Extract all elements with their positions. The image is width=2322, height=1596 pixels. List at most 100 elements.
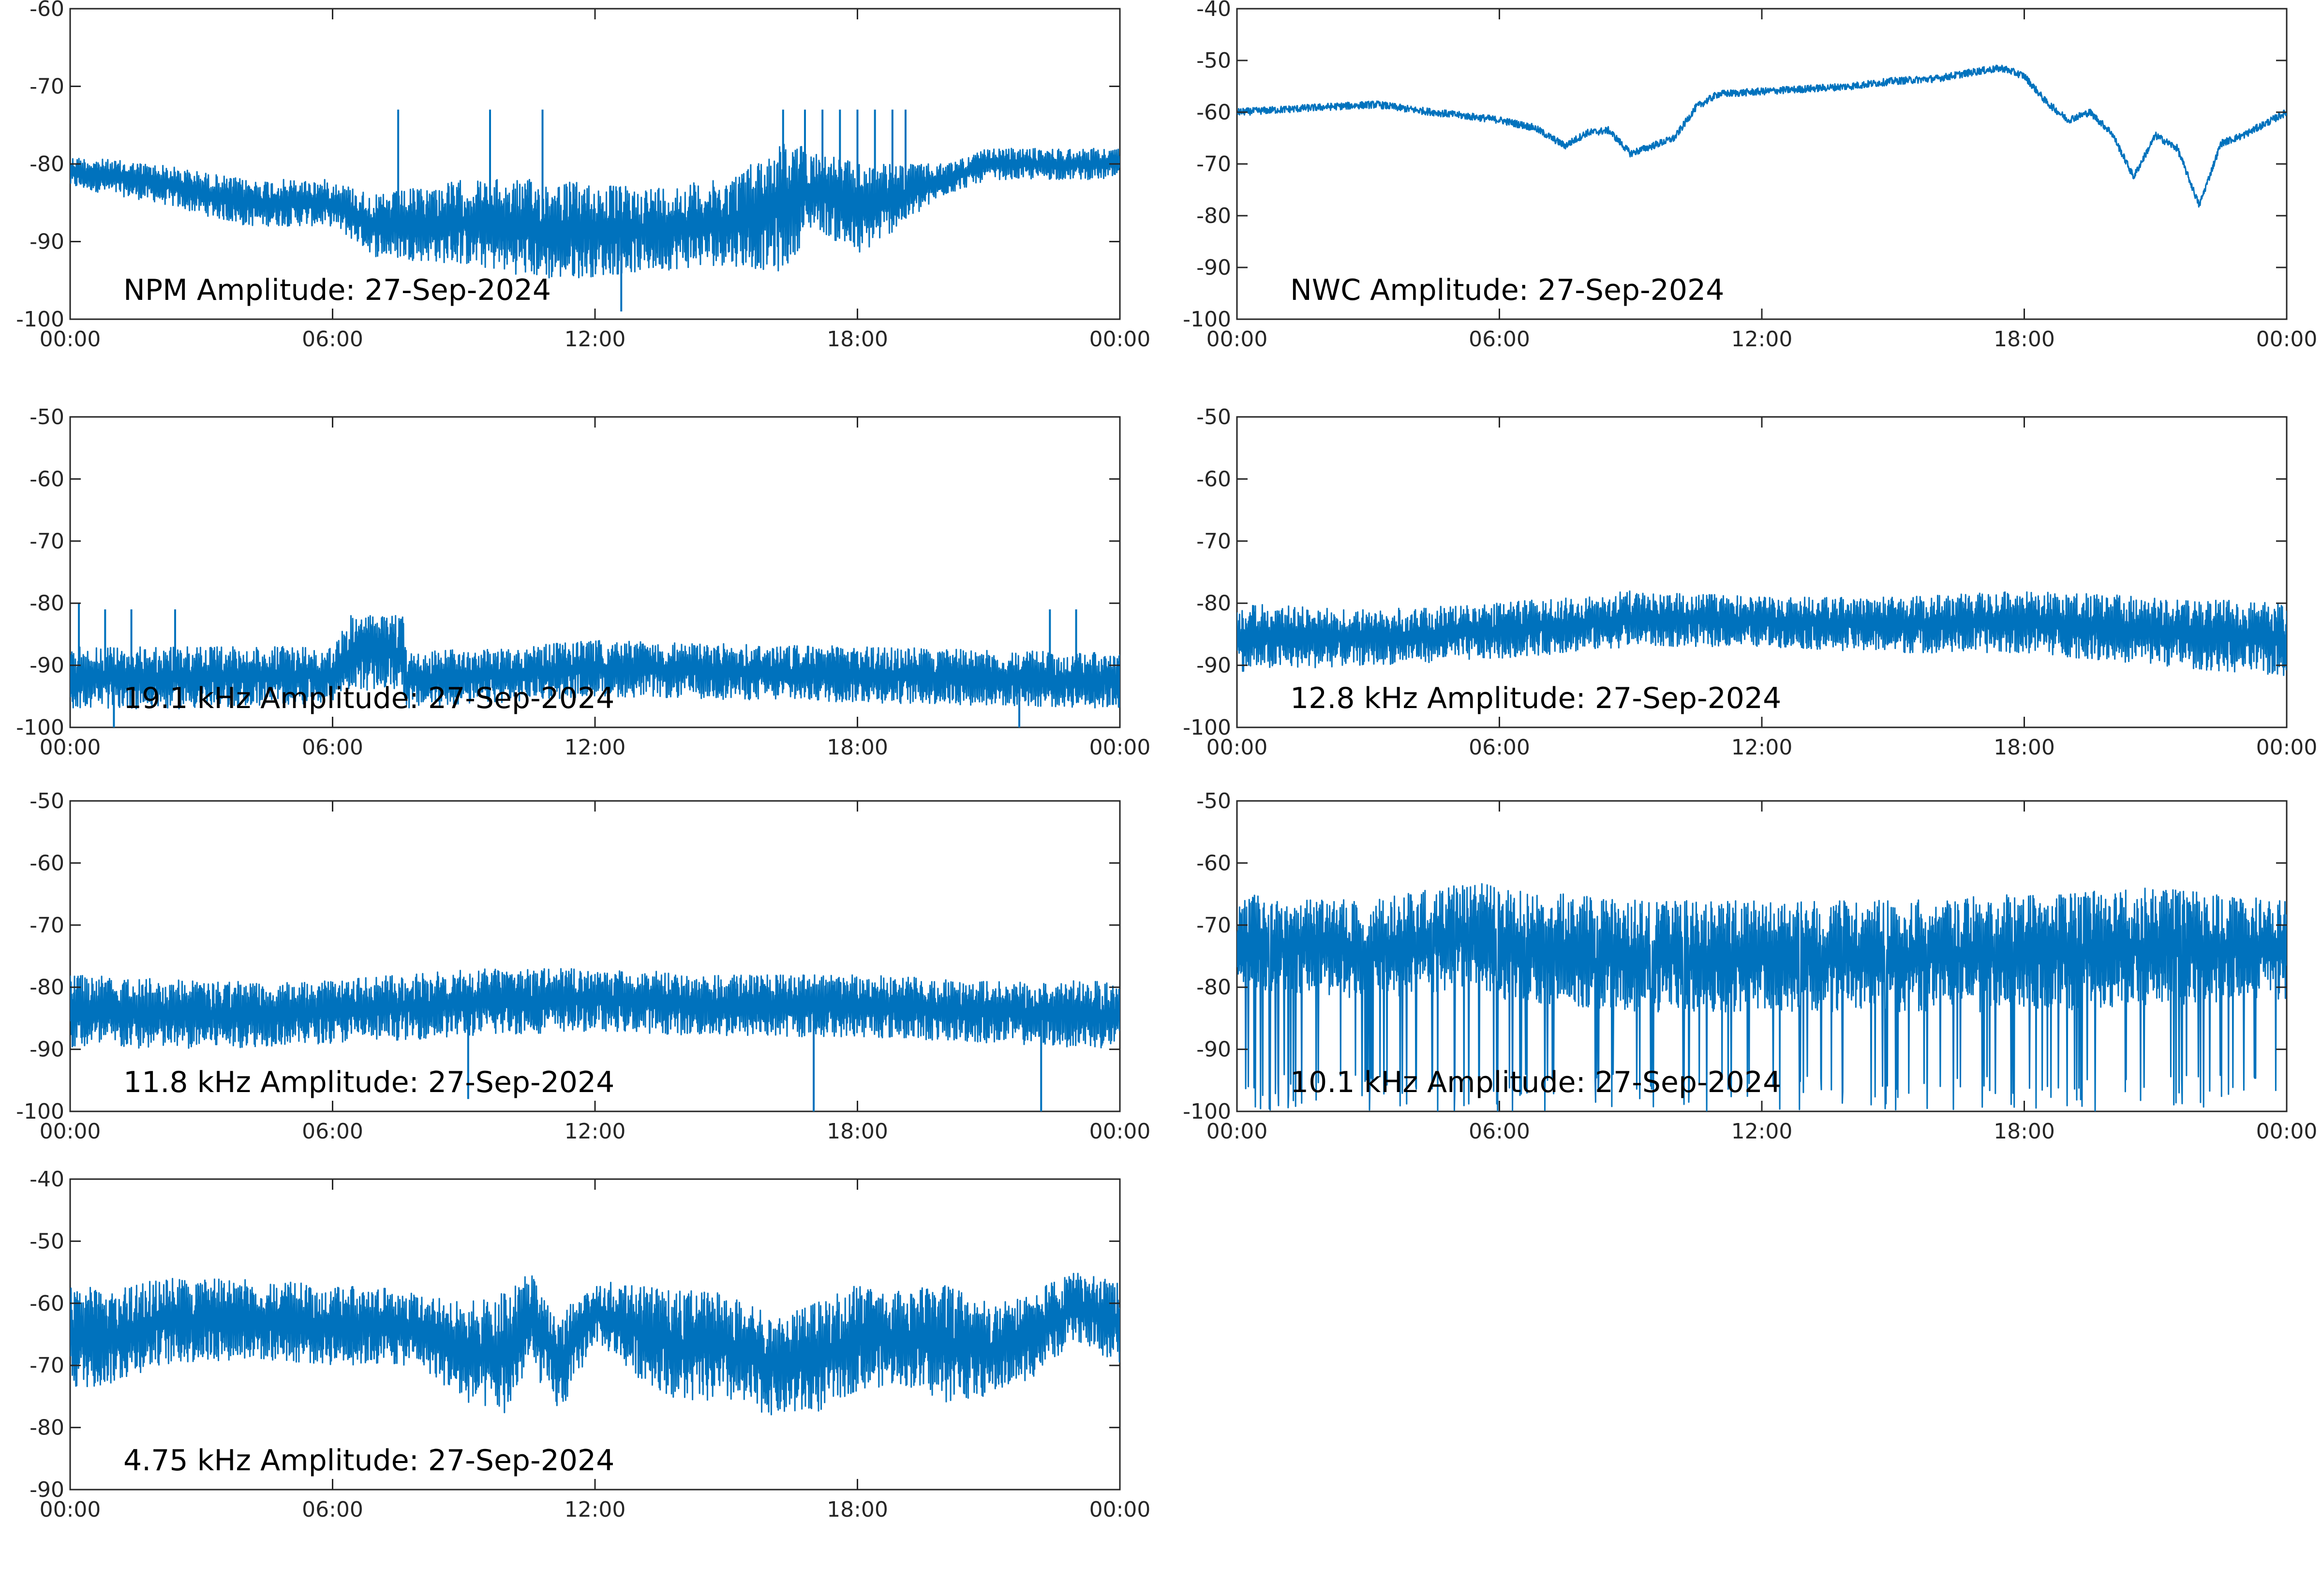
ytick-label-npm-0: -60 (30, 0, 64, 21)
plot-area-k12_8 (1236, 416, 2288, 728)
xtick-label-npm-1: 06:00 (302, 327, 363, 352)
ytick-label-k11_8-2: -70 (30, 913, 64, 938)
xtick-label-nwc-4: 00:00 (2256, 327, 2318, 352)
xtick-label-k4_75-1: 06:00 (302, 1497, 363, 1522)
xtick-label-npm-4: 00:00 (1089, 327, 1151, 352)
ytick-label-k19_1-1: -60 (30, 467, 64, 491)
ytick-label-k10_1-1: -60 (1196, 851, 1231, 875)
ytick-label-npm-3: -90 (30, 230, 64, 254)
ytick-label-k11_8-4: -90 (30, 1037, 64, 1062)
ytick-label-k10_1-0: -50 (1196, 789, 1231, 813)
xtick-label-k19_1-0: 00:00 (40, 735, 101, 760)
ytick-label-nwc-3: -70 (1196, 152, 1231, 177)
panel-title-npm: NPM Amplitude: 27-Sep-2024 (123, 273, 551, 307)
ytick-label-k19_1-4: -90 (30, 653, 64, 678)
panel-nwc: -40 -50 -60 -70 -80 -90 -100 00:00 06:00 12:00 18:… (1183, 0, 2317, 352)
ytick-label-k4_75-5: -90 (30, 1478, 64, 1502)
ytick-label-k4_75-1: -50 (30, 1229, 64, 1254)
ytick-label-nwc-1: -50 (1196, 48, 1231, 73)
xtick-label-k4_75-0: 00:00 (40, 1497, 101, 1522)
ytick-label-k10_1-4: -90 (1196, 1037, 1231, 1062)
ytick-label-k11_8-5: -100 (16, 1099, 64, 1124)
panel-title-k10_1: 10.1 kHz Amplitude: 27-Sep-2024 (1290, 1065, 1781, 1099)
series-trace-nwc (1237, 64, 2287, 208)
ytick-label-nwc-6: -100 (1183, 307, 1231, 332)
xtick-label-k11_8-3: 18:00 (827, 1119, 888, 1144)
xtick-label-npm-0: 00:00 (40, 327, 101, 352)
xtick-label-k10_1-1: 06:00 (1469, 1119, 1530, 1144)
ytick-label-k19_1-5: -100 (16, 715, 64, 740)
panel-title-nwc: NWC Amplitude: 27-Sep-2024 (1290, 273, 1724, 307)
ytick-label-k12_8-5: -100 (1183, 715, 1231, 740)
ytick-label-nwc-2: -60 (1196, 100, 1231, 125)
xtick-label-nwc-2: 12:00 (1731, 327, 1793, 352)
series-trace-npm (70, 144, 1120, 279)
xtick-label-k12_8-3: 18:00 (1994, 735, 2055, 760)
ytick-label-k10_1-2: -70 (1196, 913, 1231, 938)
ytick-label-k19_1-0: -50 (30, 405, 64, 429)
xtick-label-k11_8-1: 06:00 (302, 1119, 363, 1144)
ytick-label-k12_8-3: -80 (1196, 591, 1231, 616)
xtick-label-k11_8-4: 00:00 (1089, 1119, 1151, 1144)
ytick-label-k11_8-1: -60 (30, 851, 64, 875)
xtick-label-k10_1-4: 00:00 (2256, 1119, 2318, 1144)
xtick-label-k11_8-2: 12:00 (565, 1119, 626, 1144)
xtick-label-k19_1-3: 18:00 (827, 735, 888, 760)
ytick-label-nwc-4: -80 (1196, 204, 1231, 228)
ytick-label-nwc-0: -40 (1196, 0, 1231, 21)
ytick-label-k12_8-4: -90 (1196, 653, 1231, 678)
ytick-label-nwc-5: -90 (1196, 255, 1231, 280)
xtick-label-nwc-1: 06:00 (1469, 327, 1530, 352)
xtick-label-k4_75-3: 18:00 (827, 1497, 888, 1522)
xtick-label-k19_1-1: 06:00 (302, 735, 363, 760)
plot-area-k11_8 (69, 800, 1121, 1112)
xtick-label-npm-3: 18:00 (827, 327, 888, 352)
ytick-label-k4_75-2: -60 (30, 1291, 64, 1316)
ytick-label-k12_8-2: -70 (1196, 529, 1231, 554)
xtick-label-k10_1-2: 12:00 (1731, 1119, 1793, 1144)
panel-title-k11_8: 11.8 kHz Amplitude: 27-Sep-2024 (123, 1065, 614, 1099)
series-trace-k10_1 (1237, 883, 2287, 1111)
ytick-label-npm-2: -80 (30, 152, 64, 177)
series-trace-k19_1 (70, 615, 1120, 709)
xtick-label-k4_75-4: 00:00 (1089, 1497, 1151, 1522)
ytick-label-k4_75-3: -70 (30, 1353, 64, 1378)
ytick-label-k12_8-1: -60 (1196, 467, 1231, 491)
ytick-label-k4_75-4: -80 (30, 1416, 64, 1440)
xtick-label-k12_8-0: 00:00 (1206, 735, 1268, 760)
xtick-label-nwc-3: 18:00 (1994, 327, 2055, 352)
panel-title-k12_8: 12.8 kHz Amplitude: 27-Sep-2024 (1290, 681, 1781, 715)
xtick-label-k10_1-0: 00:00 (1206, 1119, 1268, 1144)
xtick-label-k12_8-4: 00:00 (2256, 735, 2318, 760)
ytick-label-k12_8-0: -50 (1196, 405, 1231, 429)
ytick-label-k4_75-0: -40 (30, 1167, 64, 1192)
ytick-label-k11_8-3: -80 (30, 975, 64, 1000)
xtick-label-k12_8-2: 12:00 (1731, 735, 1793, 760)
plot-area-nwc (1236, 8, 2288, 320)
series-trace-k11_8 (70, 968, 1120, 1049)
xtick-label-npm-2: 12:00 (565, 327, 626, 352)
panel-title-k19_1: 19.1 kHz Amplitude: 27-Sep-2024 (123, 681, 614, 715)
xtick-label-k19_1-2: 12:00 (565, 735, 626, 760)
xtick-label-k19_1-4: 00:00 (1089, 735, 1151, 760)
xtick-label-k10_1-3: 18:00 (1994, 1119, 2055, 1144)
ytick-label-npm-4: -100 (16, 307, 64, 332)
ytick-label-k10_1-3: -80 (1196, 975, 1231, 1000)
ytick-label-k11_8-0: -50 (30, 789, 64, 813)
ytick-label-k19_1-2: -70 (30, 529, 64, 554)
xtick-label-k11_8-0: 00:00 (40, 1119, 101, 1144)
ytick-label-k19_1-3: -80 (30, 591, 64, 616)
series-trace-k12_8 (1237, 590, 2287, 676)
xtick-label-k4_75-2: 12:00 (565, 1497, 626, 1522)
series-trace-k4_75 (70, 1272, 1120, 1416)
xtick-label-k12_8-1: 06:00 (1469, 735, 1530, 760)
panel-title-k4_75: 4.75 kHz Amplitude: 27-Sep-2024 (123, 1444, 614, 1478)
ytick-label-npm-1: -70 (30, 74, 64, 99)
